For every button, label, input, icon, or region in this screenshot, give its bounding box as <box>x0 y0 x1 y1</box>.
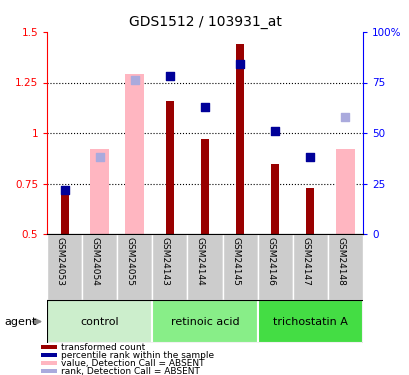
Text: rank, Detection Call = ABSENT: rank, Detection Call = ABSENT <box>61 366 199 375</box>
Bar <box>201 139 208 234</box>
Point <box>306 154 313 160</box>
Bar <box>257 300 362 343</box>
Bar <box>117 234 152 300</box>
Bar <box>61 194 68 234</box>
Text: agent: agent <box>4 316 36 327</box>
Bar <box>47 234 82 300</box>
Text: value, Detection Call = ABSENT: value, Detection Call = ABSENT <box>61 358 204 368</box>
Text: GSM24145: GSM24145 <box>231 237 240 286</box>
Text: GSM24147: GSM24147 <box>301 237 310 286</box>
Text: GSM24143: GSM24143 <box>160 237 169 286</box>
Bar <box>152 234 187 300</box>
Point <box>61 187 68 193</box>
Bar <box>271 164 279 234</box>
Bar <box>40 369 57 373</box>
Bar <box>40 361 57 365</box>
Point <box>166 74 173 80</box>
Text: GSM24054: GSM24054 <box>90 237 99 286</box>
Bar <box>125 74 144 234</box>
Point <box>201 104 208 110</box>
Bar <box>306 188 313 234</box>
Point <box>96 154 103 160</box>
Bar <box>327 234 362 300</box>
Bar <box>47 300 152 343</box>
Bar <box>40 353 57 357</box>
Bar <box>222 234 257 300</box>
Bar <box>82 234 117 300</box>
Text: GSM24053: GSM24053 <box>56 237 65 286</box>
Bar <box>335 149 354 234</box>
Text: trichostatin A: trichostatin A <box>272 316 347 327</box>
Point <box>271 128 278 134</box>
Bar <box>257 234 292 300</box>
Bar <box>292 234 327 300</box>
Title: GDS1512 / 103931_at: GDS1512 / 103931_at <box>128 15 281 30</box>
Text: GSM24146: GSM24146 <box>265 237 274 286</box>
Text: retinoic acid: retinoic acid <box>170 316 239 327</box>
Point <box>341 114 348 120</box>
Text: percentile rank within the sample: percentile rank within the sample <box>61 351 213 360</box>
Text: GSM24055: GSM24055 <box>126 237 135 286</box>
Bar <box>40 345 57 349</box>
Point <box>131 78 138 84</box>
Bar <box>152 300 257 343</box>
Bar <box>236 44 243 234</box>
Point <box>236 61 243 67</box>
Bar <box>187 234 222 300</box>
Bar <box>90 149 109 234</box>
Text: transformed count: transformed count <box>61 343 145 352</box>
Text: control: control <box>80 316 119 327</box>
Text: GSM24144: GSM24144 <box>196 237 204 286</box>
Bar <box>166 101 173 234</box>
Text: GSM24148: GSM24148 <box>335 237 344 286</box>
